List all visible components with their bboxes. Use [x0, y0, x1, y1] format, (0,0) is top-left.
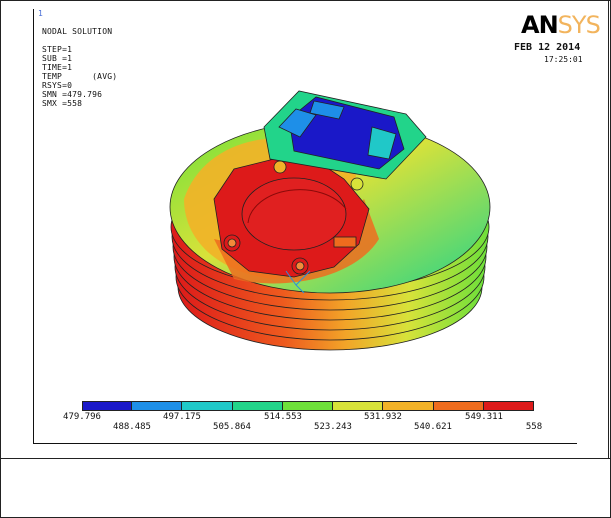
graphics-viewport[interactable]: 1 NODAL SOLUTION STEP=1 SUB =1 TIME=1 TE…	[33, 9, 601, 444]
legend-swatch	[132, 401, 183, 411]
ansys-logo: ANSYS	[521, 11, 601, 39]
coordinate-triad-icon	[285, 270, 311, 294]
legend-label: 540.621	[414, 422, 452, 432]
plot-date: FEB 12 2014	[514, 42, 581, 53]
legend-border	[82, 401, 534, 411]
exhaust-port-block	[263, 90, 427, 180]
legend-swatch	[333, 401, 384, 411]
legend-label: 523.243	[314, 422, 352, 432]
header-title: NODAL SOLUTION	[42, 27, 113, 36]
legend-label: 497.175	[163, 412, 201, 422]
plot-time: 17:25:01	[544, 55, 583, 64]
legend-label: 514.553	[264, 412, 302, 422]
divider-horizontal	[0, 458, 611, 459]
header-step: STEP=1	[42, 45, 73, 54]
legend-label: 505.864	[213, 422, 251, 432]
legend-swatch	[82, 401, 133, 411]
divider-vertical	[608, 0, 609, 458]
legend-swatch	[182, 401, 233, 411]
legend-label: 488.485	[113, 422, 151, 432]
legend-swatch	[232, 401, 283, 411]
combustion-boss	[213, 158, 370, 278]
header-sub: SUB =1	[42, 54, 73, 63]
legend-swatch	[282, 401, 334, 411]
legend-swatch	[383, 401, 434, 411]
header-temp: TEMP (AVG)	[42, 72, 118, 81]
header-time: TIME=1	[42, 63, 73, 72]
legend-label: 549.311	[465, 412, 503, 422]
header-smx: SMX =558	[42, 99, 83, 108]
legend-label: 531.932	[364, 412, 402, 422]
legend-swatch	[433, 401, 484, 411]
legend-label: 479.796	[63, 412, 101, 422]
cylinder-head-model	[169, 90, 491, 351]
legend-label: 558	[525, 422, 543, 432]
header-rsys: RSYS=0	[42, 81, 73, 90]
window-number: 1	[38, 9, 43, 18]
header-smn: SMN =479.796	[42, 90, 103, 99]
